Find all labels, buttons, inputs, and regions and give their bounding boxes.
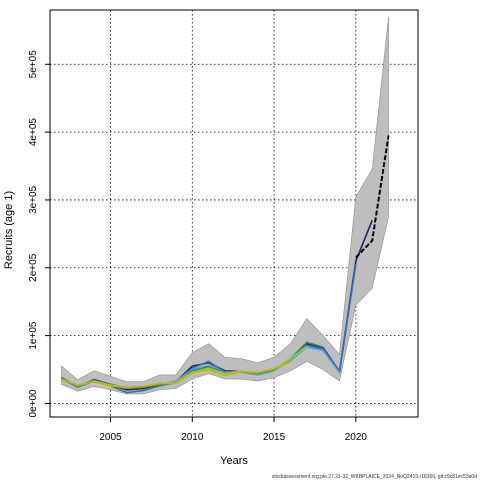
confidence-band [61,16,389,395]
grid-lines [50,10,418,417]
y-tick-label: 4e+05 [28,118,39,147]
y-tick-label: 5e+05 [28,50,39,79]
y-tick-label: 3e+05 [28,185,39,214]
series-lines [61,135,390,394]
y-axis: 0e+00 1e+05 2e+05 3e+05 4e+05 5e+05 [28,50,50,418]
confidence-band-area [61,16,389,395]
x-tick-label: 2015 [263,432,286,443]
footer-text: stockassessment.org,ple.27.21-32_WKBPLAI… [272,474,477,480]
plot-frame [49,9,419,418]
y-tick-label: 2e+05 [28,253,39,282]
x-axis: 2005 2010 2015 2020 [99,417,367,443]
x-axis-title: Years [220,455,248,467]
x-tick-label: 2005 [99,432,122,443]
y-axis-title: Recruits (age 1) [3,191,15,269]
x-tick-label: 2020 [345,432,368,443]
y-tick-label: 0e+00 [28,389,39,418]
y-tick-label: 1e+05 [28,321,39,350]
x-tick-label: 2010 [181,432,204,443]
series-line-6 [61,361,291,388]
series-line-7 [355,135,390,259]
